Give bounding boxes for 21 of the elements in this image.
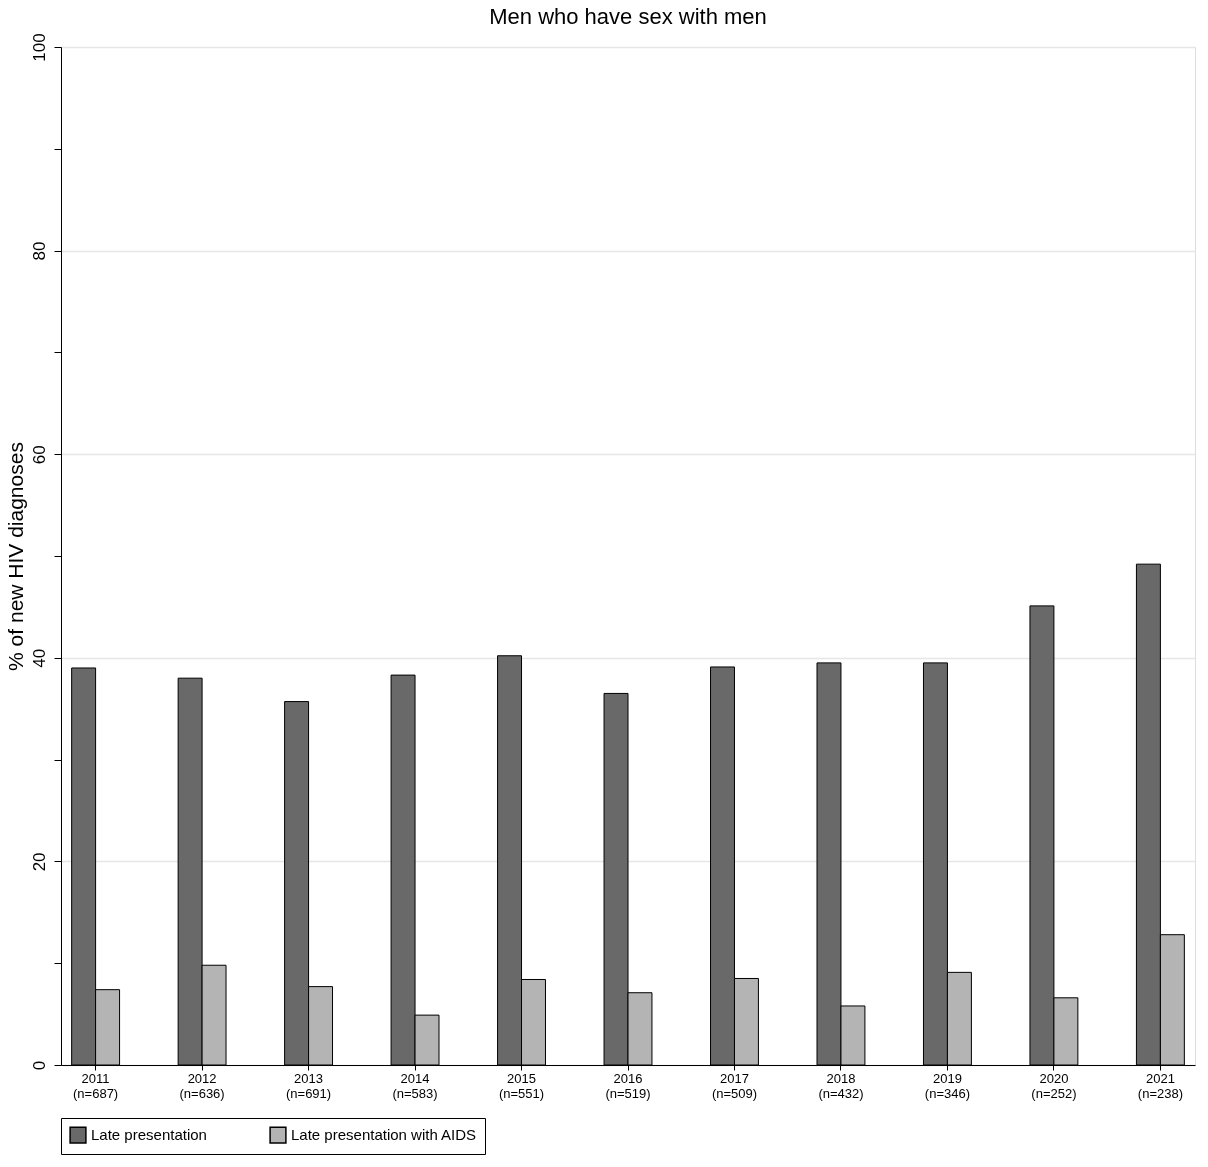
legend-label: Late presentation with AIDS — [291, 1126, 477, 1144]
chart-title: Men who have sex with men — [489, 3, 767, 29]
x-tick-label: 2014 (n=583) — [392, 1070, 438, 1101]
y-tick-label: 80 — [29, 241, 49, 261]
x-tick-label: 2017 (n=509) — [711, 1070, 758, 1101]
x-tick-label: 2021 (n=238) — [1137, 1070, 1183, 1101]
y-tick-label: 100 — [29, 33, 49, 62]
legend-label: Late presentation — [91, 1126, 207, 1144]
x-tick-label: 2020 (n=252) — [1031, 1070, 1077, 1101]
x-tick-label: 2013 (n=691) — [285, 1070, 332, 1101]
y-tick-label: 20 — [29, 852, 49, 872]
x-tick-label: 2018 (n=432) — [818, 1070, 864, 1101]
x-tick-label: 2015 (n=551) — [498, 1070, 545, 1101]
y-tick-label: 60 — [29, 445, 49, 465]
x-tick-label: 2011 (n=687) — [73, 1070, 119, 1101]
x-tick-label: 2012 (n=636) — [179, 1070, 225, 1101]
x-tick-label: 2019 (n=346) — [924, 1070, 971, 1101]
x-tick-label: 2016 (n=519) — [605, 1070, 651, 1101]
y-axis-title: % of new HIV diagnoses — [3, 442, 27, 671]
y-tick-label: 0 — [29, 1060, 49, 1071]
y-tick-label: 40 — [29, 648, 49, 668]
